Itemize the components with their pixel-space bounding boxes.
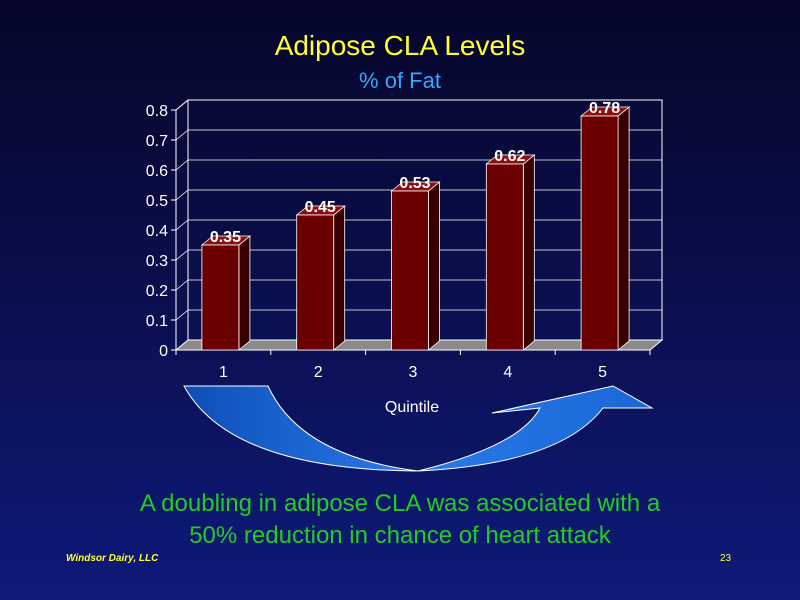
y-tick-label: 0.7 bbox=[146, 133, 168, 150]
bar-front bbox=[201, 244, 240, 351]
slide-subtitle: % of Fat bbox=[359, 68, 441, 93]
data-label: 0.35 bbox=[210, 229, 241, 246]
bar-front bbox=[296, 214, 335, 351]
y-tick-label: 0.6 bbox=[146, 163, 168, 180]
conclusion-text: A doubling in adipose CLA was associated… bbox=[0, 488, 800, 552]
x-tick-label: 3 bbox=[409, 364, 418, 381]
bar-1: 0.35 bbox=[200, 229, 252, 351]
bar-3: 0.53 bbox=[390, 175, 441, 351]
bar-side bbox=[522, 154, 535, 351]
bar-front bbox=[391, 190, 429, 351]
bar-front bbox=[580, 115, 619, 351]
bar-front bbox=[485, 163, 524, 351]
chart-bars: 0.35 0.45 0.53 0.62 0.78 bbox=[200, 100, 631, 351]
x-axis-ticks: 1 2 3 4 5 bbox=[175, 350, 651, 381]
bar-side bbox=[428, 181, 440, 351]
curved-arrow bbox=[183, 385, 654, 472]
x-tick-label: 5 bbox=[598, 364, 607, 381]
conclusion-line-2: 50% reduction in chance of heart attack bbox=[189, 522, 611, 549]
y-tick-label: 0 bbox=[159, 343, 168, 360]
data-label: 0.78 bbox=[589, 100, 620, 117]
data-label: 0.53 bbox=[399, 175, 430, 192]
y-tick-label: 0.8 bbox=[146, 103, 168, 120]
y-tick-label: 0.4 bbox=[146, 223, 168, 240]
bar-5: 0.78 bbox=[579, 100, 631, 351]
bar-4: 0.62 bbox=[485, 148, 536, 351]
bar-side bbox=[238, 235, 251, 351]
x-tick-label: 2 bbox=[314, 364, 323, 381]
y-tick-label: 0.3 bbox=[146, 253, 168, 270]
y-tick-label: 0.2 bbox=[146, 283, 168, 300]
bar-side bbox=[617, 106, 630, 351]
y-tick-label: 0.5 bbox=[146, 193, 168, 210]
x-tick-label: 1 bbox=[219, 364, 228, 381]
footer-company: Windsor Dairy, LLC bbox=[66, 553, 159, 564]
conclusion-line-1: A doubling in adipose CLA was associated… bbox=[139, 490, 661, 517]
data-label: 0.45 bbox=[305, 199, 336, 216]
bar-side bbox=[333, 205, 346, 351]
data-label: 0.62 bbox=[494, 148, 525, 165]
x-tick-label: 4 bbox=[503, 364, 512, 381]
slide-title: Adipose CLA Levels bbox=[274, 30, 526, 61]
slide-number: 23 bbox=[720, 553, 732, 564]
y-tick-label: 0.1 bbox=[146, 313, 168, 330]
x-axis-label: Quintile bbox=[385, 399, 439, 416]
y-axis-ticks: 0 0.1 0.2 0.3 0.4 0.5 0.6 0.7 0.8 bbox=[146, 103, 176, 360]
bar-2: 0.45 bbox=[295, 199, 346, 351]
